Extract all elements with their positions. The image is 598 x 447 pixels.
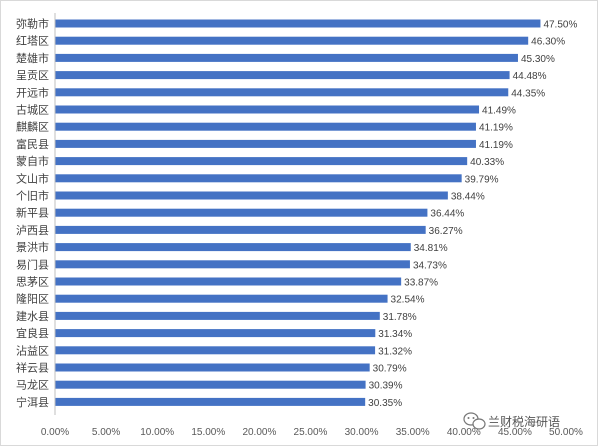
x-tick-label: 0.00% (41, 427, 69, 438)
x-tick-label: 50.00% (549, 427, 583, 438)
data-label: 33.87% (404, 278, 438, 289)
category-label: 思茅区 (16, 276, 49, 289)
data-label: 34.73% (413, 260, 447, 271)
category-label: 个旧市 (16, 189, 49, 203)
bar (55, 88, 509, 97)
category-label: 富民县 (16, 137, 49, 151)
data-label: 31.34% (378, 329, 412, 340)
category-label: 开远市 (16, 85, 49, 99)
data-label: 45.30% (521, 54, 555, 65)
bar (55, 139, 476, 148)
bar (55, 243, 411, 252)
data-label: 41.19% (479, 140, 513, 151)
x-tick-label: 5.00% (92, 427, 120, 438)
x-tick-label: 15.00% (191, 427, 225, 438)
watermark-text: 兰财税海研语 (488, 414, 560, 429)
data-label: 39.79% (465, 174, 499, 185)
bar (55, 19, 541, 28)
bar (55, 363, 370, 372)
bar (55, 157, 468, 166)
data-label: 44.35% (511, 88, 545, 99)
x-axis: 0.00% 5.00% 10.00% 15.00% 20.00% 25.00% 30.00%… (41, 13, 583, 438)
x-tick-label: 20.00% (242, 427, 276, 438)
category-label: 红塔区 (16, 35, 49, 48)
bar (55, 225, 426, 234)
category-label: 易门县 (16, 257, 49, 271)
data-label: 31.32% (378, 346, 412, 357)
bar (55, 191, 448, 200)
data-label: 31.78% (383, 312, 417, 323)
bar (55, 346, 376, 355)
bar (55, 380, 366, 389)
data-label: 30.35% (368, 398, 402, 409)
data-label: 46.30% (531, 37, 565, 48)
category-label: 泸西县 (16, 224, 49, 237)
bar (55, 277, 402, 286)
category-label: 文山市 (16, 171, 49, 185)
category-label: 新平县 (16, 206, 49, 220)
data-label: 41.19% (479, 123, 513, 134)
category-label: 隆阳区 (16, 292, 49, 306)
category-label: 呈贡区 (16, 69, 49, 82)
bar (55, 311, 380, 320)
data-label: 38.44% (451, 192, 485, 203)
category-label: 楚雄市 (16, 51, 49, 65)
category-label: 弥勒市 (16, 17, 49, 31)
data-label: 47.50% (543, 20, 577, 31)
bars-layer (55, 19, 541, 406)
bar (55, 397, 366, 406)
data-label: 36.44% (430, 209, 464, 220)
data-label: 32.54% (391, 295, 425, 306)
bar (55, 260, 410, 269)
category-label: 麒麟区 (16, 120, 49, 134)
category-label: 马龙区 (16, 379, 49, 392)
data-label: 44.48% (513, 71, 547, 82)
bar (55, 36, 529, 45)
bar (55, 294, 388, 303)
bar (55, 208, 428, 217)
data-label: 34.81% (414, 243, 448, 254)
bar (55, 174, 462, 183)
bar (55, 329, 376, 338)
category-label: 蒙自市 (16, 154, 49, 168)
data-label: 41.49% (482, 106, 516, 117)
bar (55, 122, 476, 131)
bar (55, 71, 510, 80)
data-label: 30.39% (369, 381, 403, 392)
bar (55, 105, 480, 114)
category-label: 宜良县 (16, 326, 49, 340)
category-label: 沾益区 (16, 343, 49, 357)
category-label: 古城区 (16, 104, 49, 117)
category-label: 宁洱县 (16, 395, 49, 409)
category-label: 祥云县 (16, 361, 49, 375)
data-label: 36.27% (429, 226, 463, 237)
labels-layer: 弥勒市 47.50% 红塔区 46.30% 楚雄市 45.30% 呈贡区 44.48% 开远市 4… (16, 17, 577, 409)
wechat-icon (463, 412, 486, 430)
data-label: 40.33% (470, 157, 504, 168)
x-tick-label: 25.00% (294, 427, 328, 438)
bar (55, 53, 518, 62)
x-tick-label: 45.00% (498, 427, 532, 438)
x-tick-label: 35.00% (396, 427, 430, 438)
x-tick-label: 10.00% (140, 427, 174, 438)
data-label: 30.79% (373, 364, 407, 375)
x-tick-label: 40.00% (447, 427, 481, 438)
category-label: 建水县 (16, 309, 49, 323)
watermark: 兰财税海研语 (463, 412, 560, 430)
x-tick-label: 30.00% (345, 427, 379, 438)
category-label: 景洪市 (16, 240, 49, 254)
